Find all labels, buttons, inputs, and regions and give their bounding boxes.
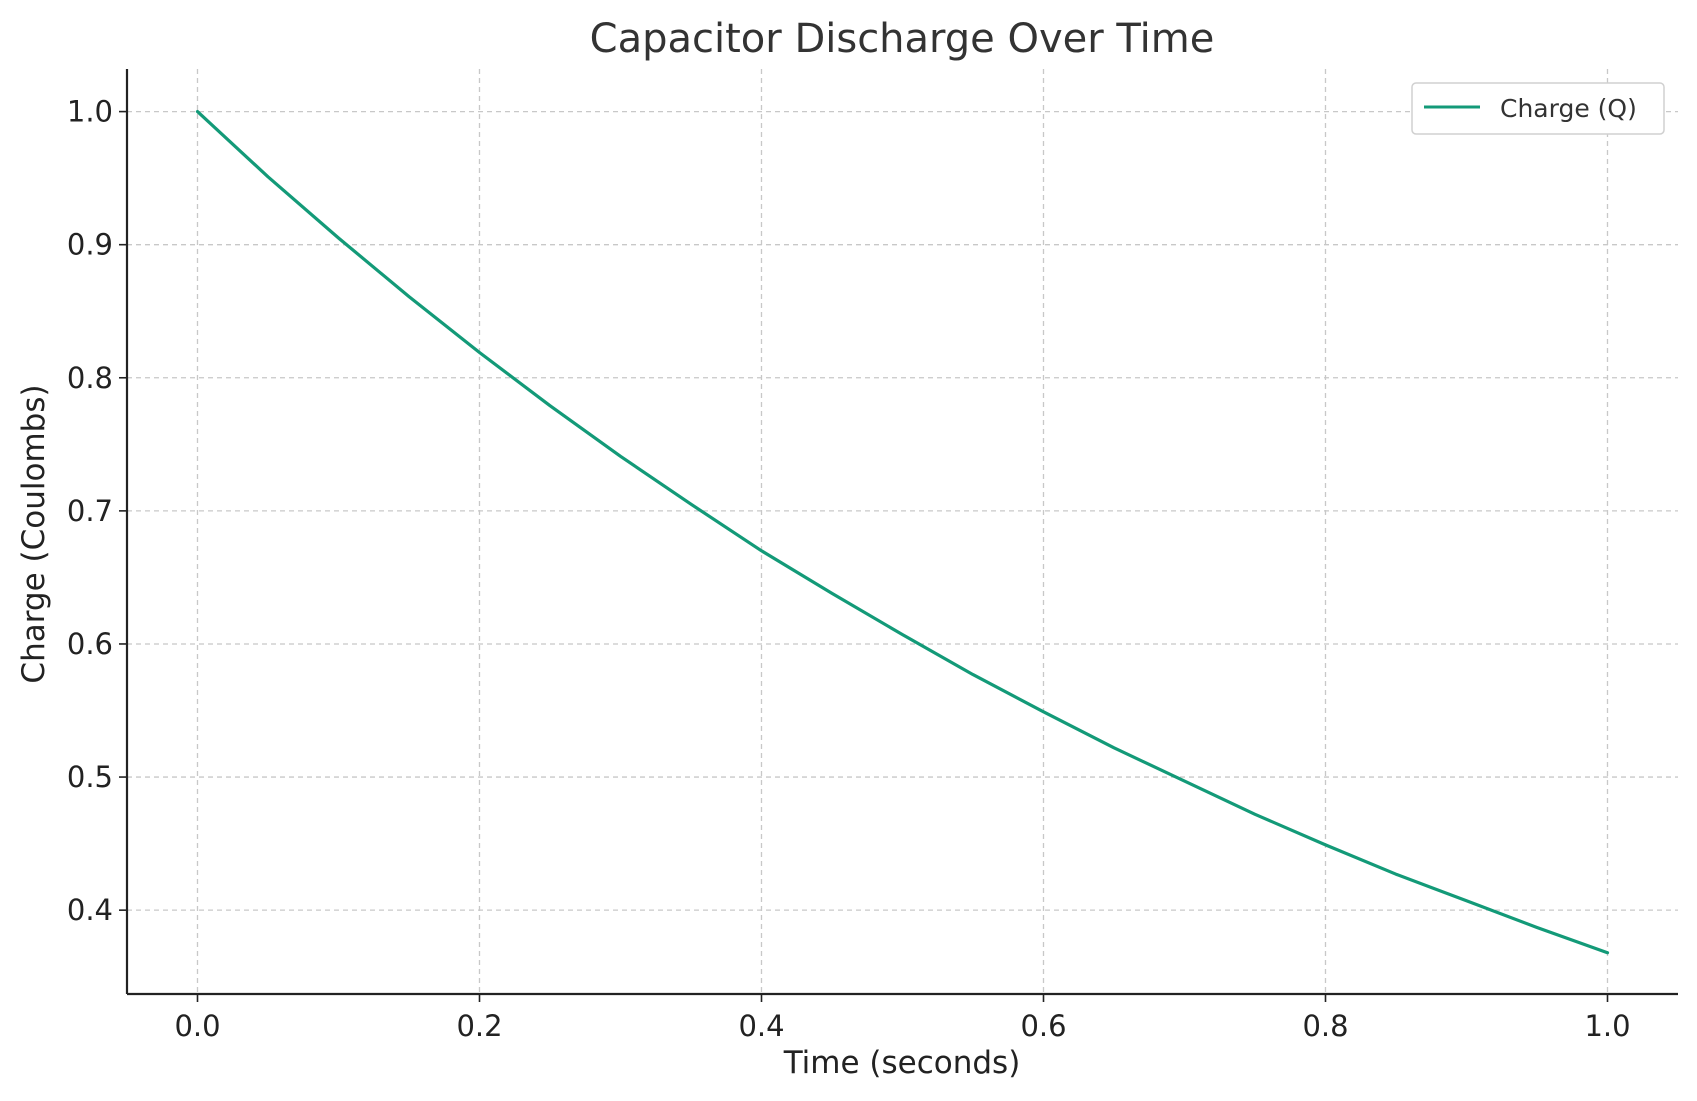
y-tick-label: 0.7	[67, 494, 113, 528]
series-layer	[195, 109, 1610, 955]
y-tick-label: 0.5	[67, 760, 113, 794]
x-tick-label: 0.8	[1302, 1009, 1348, 1043]
x-tick-label: 0.0	[174, 1009, 220, 1043]
axes	[125, 69, 1678, 996]
y-tick-label: 0.6	[67, 627, 113, 661]
x-tick-label: 1.0	[1584, 1009, 1630, 1043]
y-tick-label: 0.9	[67, 228, 113, 262]
y-tick-label: 0.4	[67, 893, 113, 927]
y-ticks: 0.4 0.5 0.6 0.7 0.8 0.9 1.0	[67, 95, 127, 927]
x-ticks: 0.0 0.2 0.4 0.6 0.8 1.0	[174, 994, 1631, 1043]
x-tick-label: 0.2	[456, 1009, 502, 1043]
legend: Charge (Q)	[1411, 82, 1665, 135]
x-tick-label: 0.6	[1020, 1009, 1066, 1043]
legend-label: Charge (Q)	[1500, 94, 1637, 123]
y-tick-label: 1.0	[67, 95, 113, 129]
x-axis-label: Time (seconds)	[783, 1045, 1021, 1081]
y-tick-label: 0.8	[67, 361, 113, 395]
series-line-charge	[195, 109, 1610, 955]
y-axis-label: Charge (Coulombs)	[16, 384, 52, 683]
legend-frame	[1411, 82, 1665, 135]
grid-lines	[127, 69, 1678, 994]
x-tick-label: 0.4	[738, 1009, 784, 1043]
chart-title: Capacitor Discharge Over Time	[590, 16, 1215, 62]
